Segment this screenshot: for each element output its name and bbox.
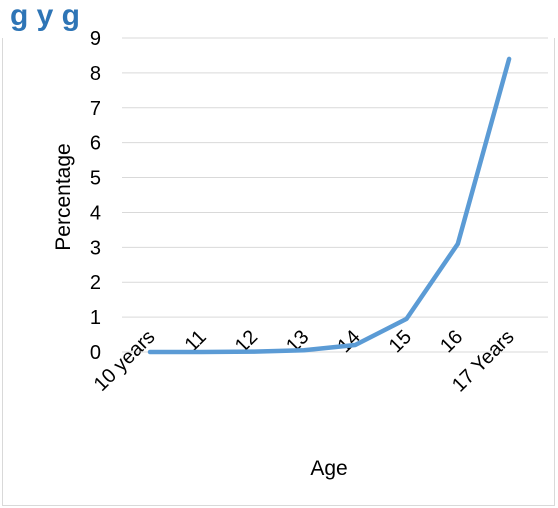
y-tick-label: 0 — [90, 342, 101, 364]
x-axis-title: Age — [310, 457, 347, 480]
y-axis-ticks: 0 1 2 3 4 5 6 7 8 9 — [90, 28, 101, 364]
x-tick-label: 16 — [436, 326, 467, 357]
y-tick-label: 6 — [90, 133, 101, 155]
y-tick-label: 7 — [90, 98, 101, 120]
y-tick-label: 2 — [90, 272, 101, 294]
y-tick-label: 8 — [90, 63, 101, 85]
series-line — [147, 56, 512, 355]
x-tick-label: 15 — [385, 326, 416, 357]
y-tick-label: 9 — [90, 28, 101, 50]
y-tick-label: 1 — [90, 307, 101, 329]
y-tick-label: 5 — [90, 168, 101, 190]
y-tick-label: 3 — [90, 237, 101, 259]
chart-frame — [2, 12, 555, 506]
y-tick-label: 4 — [90, 202, 101, 224]
gridlines — [122, 37, 548, 353]
series-layer — [147, 56, 512, 355]
chart-title: g y g — [0, 0, 558, 38]
y-axis-title: Percentage — [52, 143, 75, 250]
